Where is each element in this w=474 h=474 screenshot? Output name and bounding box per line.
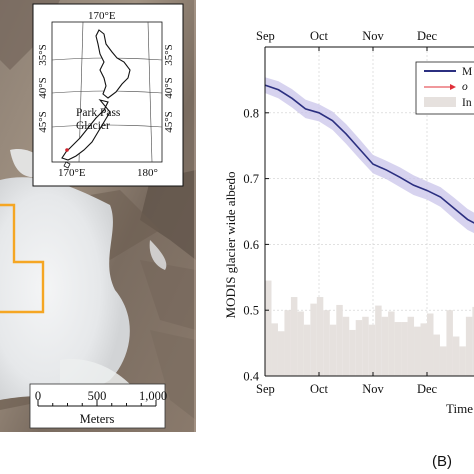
scale-label-500: 500 <box>88 389 107 403</box>
y-tick-label-1: 0.5 <box>243 304 259 318</box>
legend: M o In <box>415 61 474 115</box>
bar-17 <box>375 305 382 376</box>
inset-lon-top-0: 170°E <box>88 10 116 22</box>
x-tick-label-top-1: Oct <box>310 29 329 43</box>
bar-1 <box>271 323 278 376</box>
site-label-line-1: Park Pass <box>76 107 121 119</box>
bar-20 <box>394 322 402 376</box>
series-m-line <box>264 84 474 224</box>
bar-5 <box>297 311 304 376</box>
inset-lat-left-2: 45°S <box>37 111 49 133</box>
bar-26 <box>433 334 440 376</box>
bar-2 <box>277 331 285 376</box>
bar-32 <box>472 306 474 376</box>
y-tick-label-0: 0.4 <box>243 370 259 384</box>
bar-29 <box>452 336 460 376</box>
legend-entry-m: M <box>462 66 472 78</box>
bar-24 <box>420 323 427 376</box>
bar-8 <box>316 297 324 376</box>
bar-14 <box>355 320 363 376</box>
x-tick-label-bottom-1: Oct <box>310 382 329 396</box>
inset-lat-left-1: 40°S <box>37 77 49 99</box>
scale-label-1000: 1,000 <box>139 389 167 403</box>
bar-12 <box>342 316 350 376</box>
bar-7 <box>310 303 317 376</box>
x-axis-label: Time <box>446 401 473 416</box>
bar-25 <box>427 313 434 376</box>
y-tick-label-4: 0.8 <box>243 106 259 120</box>
scale-unit: Meters <box>80 412 115 426</box>
series-m-band <box>265 77 474 234</box>
bar-11 <box>336 304 343 376</box>
site-label: Park Pass Glacier <box>76 107 123 132</box>
x-tick-label-bottom-3: Dec <box>417 382 438 396</box>
scale-label-0: 0 <box>35 389 41 403</box>
x-tick-label-top-3: Dec <box>417 29 438 43</box>
bar-28 <box>446 310 453 376</box>
inset-lat-right-1: 40°S <box>163 77 175 99</box>
x-tick-label-bottom-2: Nov <box>362 382 384 396</box>
inset-lon-bottom-0: 170°E <box>58 167 86 179</box>
bar-22 <box>407 316 415 376</box>
legend-entry-o: o <box>462 81 468 93</box>
inset-lat-left-0: 35°S <box>37 44 49 66</box>
y-axis-label: MODIS glacier wide albedo <box>223 172 238 319</box>
bar-10 <box>329 324 337 376</box>
legend-arrow-icon <box>450 84 456 90</box>
site-label-line-2: Glacier <box>76 120 110 132</box>
x-tick-label-top-2: Nov <box>362 29 384 43</box>
bar-0 <box>265 280 272 376</box>
bar-15 <box>362 316 369 376</box>
bar-27 <box>439 346 447 376</box>
inset-lon-bottom-1: 180° <box>137 167 158 179</box>
inset-lat-right-2: 45°S <box>163 111 175 133</box>
x-tick-label-bottom-0: Sep <box>256 382 275 396</box>
y-tick-label-2: 0.6 <box>243 238 259 252</box>
x-tick-label-top-0: Sep <box>256 29 275 43</box>
panel-label: (B) <box>432 453 452 470</box>
bar-30 <box>459 346 466 376</box>
bar-4 <box>290 297 298 376</box>
inset-lat-right-0: 35°S <box>163 44 175 66</box>
legend-swatch-in <box>424 97 456 107</box>
bar-21 <box>401 322 408 376</box>
scale-bar: 0 500 1,000 Meters <box>29 383 167 429</box>
bar-31 <box>465 316 473 376</box>
inset-map: 170°E 170°E 180° 35°S 40°S 45°S 35°S 40°S 45… <box>32 3 184 187</box>
albedo-chart: 0.40.50.60.70.8SepOctNovDecJSepOctNovDec… <box>223 29 474 416</box>
bar-18 <box>381 316 389 376</box>
y-tick-label-3: 0.7 <box>243 172 259 186</box>
bar-23 <box>414 326 421 376</box>
bar-16 <box>368 324 376 376</box>
bar-13 <box>349 329 356 376</box>
site-marker-icon <box>65 148 69 152</box>
legend-entry-in: In <box>462 97 472 109</box>
bar-19 <box>388 311 395 376</box>
bar-9 <box>323 310 330 376</box>
bar-3 <box>284 310 291 376</box>
bar-6 <box>303 324 311 376</box>
